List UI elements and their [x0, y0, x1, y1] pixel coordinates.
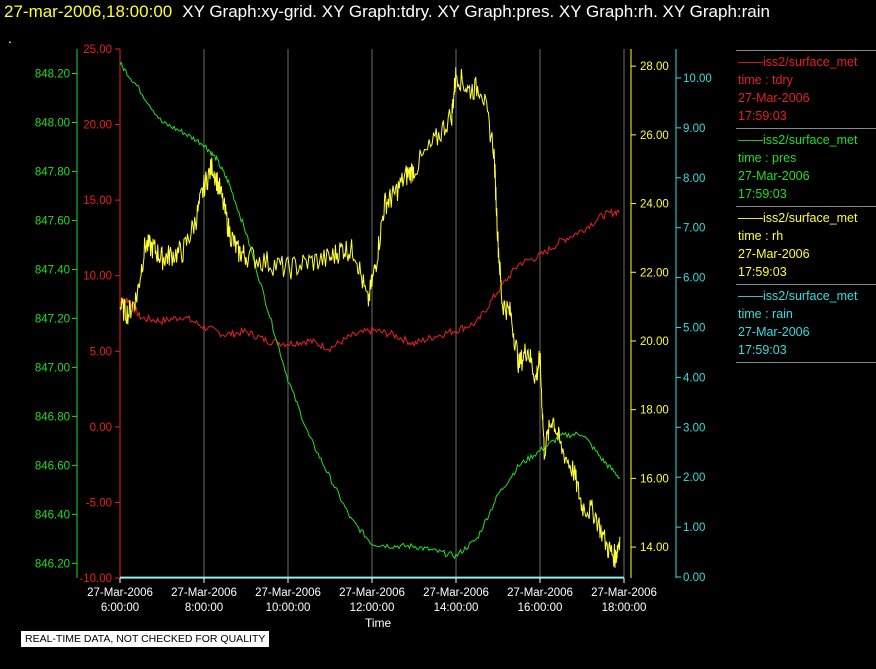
x-tick-time: 6:00:00 [101, 602, 139, 614]
rain-tick-label: 7.00 [683, 223, 705, 235]
rh-tick-label: 14.00 [640, 542, 669, 554]
header-timestamp: 27-mar-2006,18:00:00 [4, 2, 173, 21]
pres-tick-label: 846.40 [35, 509, 70, 521]
tdry-tick-label: 20.00 [83, 120, 112, 132]
pres-tick-label: 848.20 [35, 68, 70, 80]
rh-tick-label: 20.00 [640, 336, 669, 348]
rh-tick-label: 24.00 [640, 199, 669, 211]
header: 27-mar-2006,18:00:00 XY Graph:xy-grid. XY… [4, 2, 770, 22]
rain-tick-label: 4.00 [683, 372, 705, 384]
x-tick-time: 14:00:00 [434, 602, 479, 614]
x-tick-date: 27-Mar-2006 [255, 587, 321, 599]
x-tick-time: 10:00:00 [266, 602, 311, 614]
rain-tick-label: 8.00 [683, 173, 705, 185]
legend-name: ——iss2/surface_met [738, 55, 858, 69]
pres-tick-label: 847.80 [35, 166, 70, 178]
x-tick-date: 27-Mar-2006 [507, 587, 573, 599]
legend-field: time : tdry [738, 73, 793, 87]
pres-tick-label: 847.60 [35, 215, 70, 227]
pres-tick-label: 846.60 [35, 460, 70, 472]
legend-time: 17:59:03 [738, 109, 787, 123]
legend-entry-tdry: ——iss2/surface_met time : tdry 27-Mar-20… [736, 50, 876, 128]
x-tick-date: 27-Mar-2006 [87, 587, 153, 599]
series-rh-line [119, 67, 621, 568]
rh-tick-label: 22.00 [640, 267, 669, 279]
rh-tick-label: 26.00 [640, 130, 669, 142]
x-tick-date: 27-Mar-2006 [591, 587, 657, 599]
tdry-tick-label: 0.00 [90, 422, 112, 434]
legend-date: 27-Mar-2006 [738, 325, 810, 339]
rh-tick-label: 28.00 [640, 61, 669, 73]
tdry-tick-label: 15.00 [83, 195, 112, 207]
rain-tick-label: 3.00 [683, 422, 705, 434]
pres-tick-label: 848.00 [35, 117, 70, 129]
legend-time: 17:59:03 [738, 265, 787, 279]
rh-tick-label: 16.00 [640, 473, 669, 485]
tdry-tick-label: 25.00 [83, 44, 112, 56]
legend-time: 17:59:03 [738, 343, 787, 357]
tdry-tick-label: 10.00 [83, 271, 112, 283]
series-tdry-line [119, 208, 621, 354]
quality-notice: REAL-TIME DATA, NOT CHECKED FOR QUALITY [20, 630, 271, 648]
legend-date: 27-Mar-2006 [738, 91, 810, 105]
tdry-tick-label: -5.00 [86, 497, 112, 509]
legend-name: ——iss2/surface_met [738, 289, 858, 303]
x-axis-title: Time [365, 616, 392, 630]
pres-tick-label: 847.00 [35, 362, 70, 374]
pres-tick-label: 847.40 [35, 264, 70, 276]
rain-tick-label: 2.00 [683, 472, 705, 484]
legend-entry-pres: ——iss2/surface_met time : pres 27-Mar-20… [736, 128, 876, 206]
legend-time: 17:59:03 [738, 187, 787, 201]
legend-entry-rh: ——iss2/surface_met time : rh 27-Mar-2006… [736, 206, 876, 284]
legend-field: time : pres [738, 151, 797, 165]
x-tick-date: 27-Mar-2006 [423, 587, 489, 599]
legend-date: 27-Mar-2006 [738, 169, 810, 183]
legend-name: ——iss2/surface_met [738, 133, 858, 147]
legend: ——iss2/surface_met time : tdry 27-Mar-20… [736, 50, 876, 363]
x-tick-time: 18:00:00 [602, 602, 647, 614]
x-tick-time: 8:00:00 [185, 602, 223, 614]
x-tick-date: 27-Mar-2006 [339, 587, 405, 599]
rain-tick-label: 10.00 [683, 73, 712, 85]
rain-tick-label: 9.00 [683, 123, 705, 135]
pres-tick-label: 846.80 [35, 411, 70, 423]
rain-tick-label: 6.00 [683, 273, 705, 285]
tdry-tick-label: -10.00 [79, 573, 112, 585]
legend-name: ——iss2/surface_met [738, 211, 858, 225]
x-tick-time: 16:00:00 [518, 602, 563, 614]
rain-tick-label: 0.00 [683, 572, 705, 584]
legend-date: 27-Mar-2006 [738, 247, 810, 261]
series-pres-line [119, 61, 621, 560]
x-tick-time: 12:00:00 [350, 602, 395, 614]
pres-tick-label: 846.20 [35, 558, 70, 570]
rh-tick-label: 18.00 [640, 405, 669, 417]
pres-tick-label: 847.20 [35, 313, 70, 325]
rain-tick-label: 1.00 [683, 522, 705, 534]
tdry-tick-label: 5.00 [90, 346, 112, 358]
legend-entry-rain: ——iss2/surface_met time : rain 27-Mar-20… [736, 284, 876, 363]
header-dot: . [8, 30, 12, 46]
rain-tick-label: 5.00 [683, 322, 705, 334]
header-title: XY Graph:xy-grid. XY Graph:tdry. XY Grap… [182, 2, 770, 21]
legend-field: time : rh [738, 229, 784, 243]
legend-field: time : rain [738, 307, 793, 321]
x-tick-date: 27-Mar-2006 [171, 587, 237, 599]
